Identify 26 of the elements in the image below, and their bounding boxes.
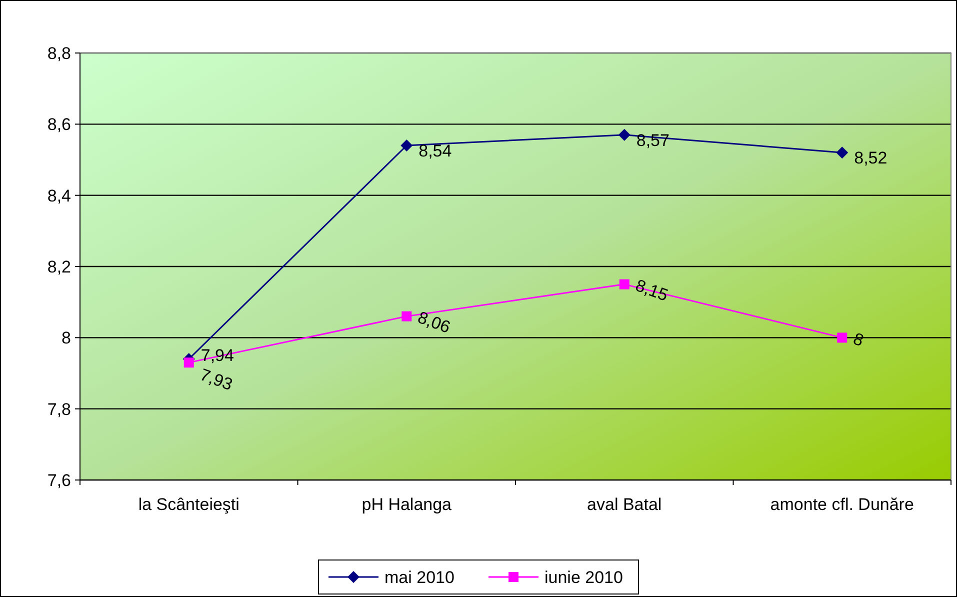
x-tick-label: aval Batal <box>587 495 662 514</box>
data-label: 8 <box>850 329 866 350</box>
point <box>184 358 194 368</box>
data-label: 8,15 <box>632 276 671 305</box>
data-label: 7,93 <box>197 365 236 394</box>
y-tick-label: 8,8 <box>47 44 71 63</box>
point <box>619 279 630 290</box>
y-tick-label: 7,6 <box>47 470 71 490</box>
x-tick-label: pH Halanga <box>362 495 452 514</box>
y-tick-label: 8,4 <box>47 186 71 206</box>
point <box>400 140 413 152</box>
data-label: 8,52 <box>854 148 888 168</box>
data-label: 8,06 <box>415 308 453 337</box>
y-tick-label: 7,8 <box>47 400 71 419</box>
y-tick-label: 8,6 <box>47 115 71 134</box>
point <box>837 332 848 343</box>
x-tick-label: amonte cfl. Dunăre <box>770 495 914 514</box>
x-tick-label: la Scânteieşti <box>138 495 240 514</box>
legend-label: iunie 2010 <box>544 568 623 587</box>
point <box>836 146 848 159</box>
y-tick-label: 8,2 <box>47 257 71 276</box>
y-tick-label: 8 <box>62 328 71 348</box>
legend-label: mai 2010 <box>384 568 454 587</box>
point <box>402 311 412 322</box>
point <box>618 128 630 141</box>
data-label: 8,54 <box>418 141 452 160</box>
